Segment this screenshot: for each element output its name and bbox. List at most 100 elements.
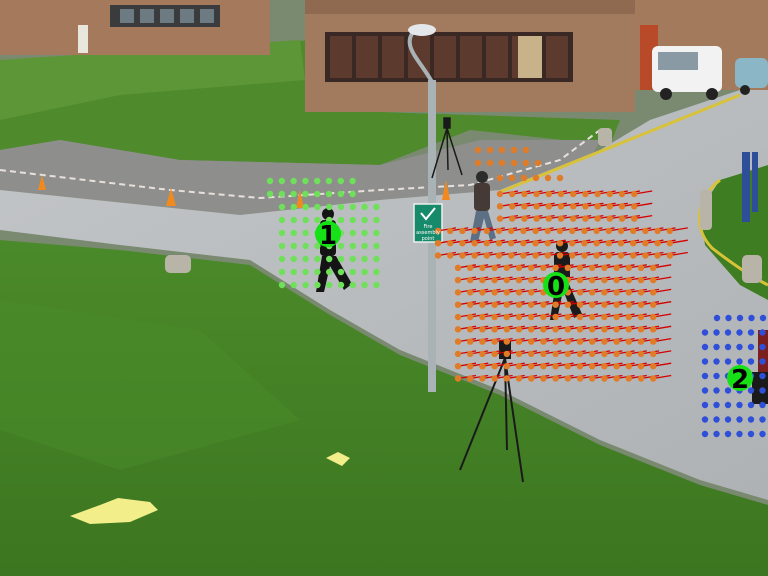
- track-1-point: [337, 203, 345, 211]
- track-0-point: [540, 350, 547, 358]
- track-0-point: [491, 301, 498, 308]
- track-0-point: [576, 264, 584, 271]
- track-0-point: [557, 215, 565, 222]
- track-0-point: [520, 252, 527, 259]
- track-0-point: [520, 174, 528, 182]
- track-1-point: [361, 229, 368, 237]
- track-0-point: [467, 313, 474, 321]
- track-0-point: [564, 338, 571, 345]
- track-0-point: [625, 264, 632, 271]
- track-0-point: [589, 363, 596, 370]
- track-2-point: [701, 358, 709, 365]
- pedestrian-far: [470, 171, 496, 242]
- track-0-point: [576, 276, 584, 284]
- track-0-point: [479, 264, 486, 271]
- track-0-point: [545, 203, 552, 210]
- track-1-point: [361, 203, 368, 211]
- track-2-point: [713, 387, 720, 394]
- track-0-point: [625, 313, 632, 321]
- track-0-point: [637, 313, 645, 321]
- track-2-point: [759, 329, 766, 336]
- track-0-point: [474, 146, 482, 154]
- track-label-2: 2: [727, 365, 753, 395]
- track-0-point: [447, 252, 454, 259]
- track-1-point: [302, 177, 309, 185]
- track-1-point: [278, 216, 286, 224]
- track-0-point: [576, 350, 584, 358]
- track-0-point: [637, 276, 645, 284]
- track-0-point: [631, 203, 638, 210]
- track-0-point: [581, 252, 588, 259]
- track-0-point: [533, 190, 540, 198]
- track-label-0-text: 0: [547, 272, 565, 302]
- track-0-point: [515, 363, 523, 370]
- track-0-point: [606, 203, 613, 210]
- track-0-point: [520, 227, 527, 235]
- track-0-point: [508, 227, 515, 235]
- track-1-point: [314, 177, 321, 185]
- track-0-point: [540, 264, 547, 271]
- track-0-point: [498, 146, 506, 154]
- track-0-point: [650, 301, 657, 308]
- track-1-point: [349, 203, 356, 211]
- track-0-point: [522, 159, 530, 167]
- track-0-point: [589, 350, 596, 358]
- track-0-point: [557, 203, 565, 210]
- track-0-point: [532, 240, 539, 247]
- track-0-point: [491, 350, 498, 358]
- track-2-point: [701, 430, 709, 438]
- track-0-point: [510, 146, 518, 154]
- track-0-point: [589, 264, 596, 271]
- track-0-point: [613, 313, 620, 321]
- track-0-point: [528, 313, 535, 321]
- track-0-point: [454, 350, 462, 358]
- track-1-point: [302, 203, 309, 211]
- track-0-point: [479, 326, 486, 333]
- track-0-point: [515, 350, 523, 358]
- track-0-point: [533, 203, 540, 210]
- track-1-point: [337, 177, 344, 185]
- track-0-point: [613, 338, 620, 345]
- track-2-point: [747, 343, 755, 351]
- parking-area: [0, 140, 600, 215]
- track-1-point: [266, 190, 274, 198]
- track-1-point: [290, 203, 297, 211]
- track-0-point: [509, 215, 516, 222]
- track-0-point: [503, 264, 510, 271]
- track-0-point: [637, 301, 645, 308]
- track-0-point: [617, 240, 625, 247]
- track-0-point: [434, 227, 442, 235]
- track-0-point: [594, 215, 601, 222]
- track-0-point: [459, 240, 466, 247]
- track-2-point: [724, 416, 732, 423]
- track-0-point: [570, 190, 577, 198]
- pedestrian-2: [752, 330, 768, 404]
- track-0-point: [581, 227, 588, 235]
- track-0-point: [650, 375, 657, 382]
- track-0-point: [589, 338, 596, 345]
- track-1-point: [302, 229, 309, 237]
- track-0-point: [650, 338, 657, 345]
- track-0-point: [540, 363, 547, 370]
- track-0-point: [552, 338, 559, 345]
- track-0-point: [569, 240, 576, 247]
- track-0-point: [605, 240, 612, 247]
- track-0-point: [613, 264, 620, 271]
- track-1-point: [278, 268, 286, 276]
- track-0-point: [625, 375, 632, 382]
- track-0-point: [601, 289, 608, 296]
- track-0-point: [479, 363, 486, 370]
- track-1-point: [326, 255, 333, 263]
- track-0-point: [528, 363, 535, 370]
- track-0-point: [601, 375, 608, 382]
- track-0-point: [601, 363, 608, 370]
- track-1-point: [349, 281, 356, 289]
- track-2-point: [724, 329, 732, 336]
- track-0-point: [495, 227, 503, 235]
- track-0-point: [534, 159, 542, 167]
- track-0-point: [454, 363, 462, 370]
- track-0-point: [434, 252, 442, 259]
- track-2-point: [701, 372, 709, 380]
- track-1-point: [278, 255, 286, 263]
- track-0-point: [556, 240, 564, 247]
